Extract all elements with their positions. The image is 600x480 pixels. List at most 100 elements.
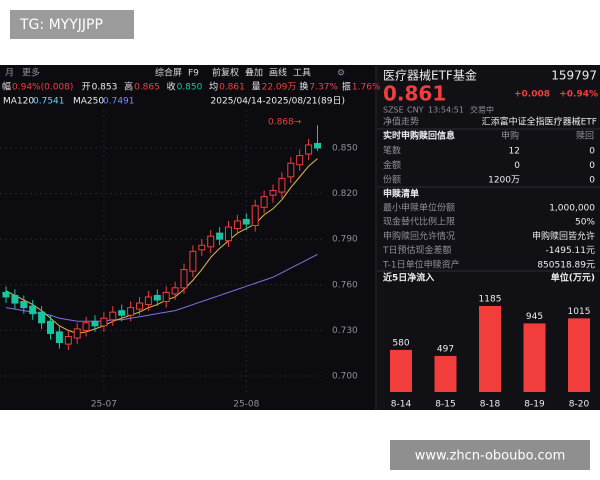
candle-body xyxy=(189,250,197,272)
candle-body xyxy=(64,335,72,345)
row-label: 笔数 xyxy=(383,145,401,157)
row-label: 金额 xyxy=(383,159,401,171)
candle-body xyxy=(11,294,19,304)
row-label: T日预估现金差额 xyxy=(382,244,452,256)
quote-value: 22.09万 xyxy=(262,83,297,93)
flow-bar xyxy=(523,323,546,392)
candle-body xyxy=(296,155,304,166)
candle-body xyxy=(242,218,250,225)
candle-body xyxy=(2,291,10,298)
quote-label: 振 xyxy=(342,81,351,93)
column-header: 赎回 xyxy=(576,130,594,142)
candle-body xyxy=(29,305,37,315)
toolbar-button[interactable]: 综合屏 xyxy=(155,67,182,79)
candle-body xyxy=(260,196,268,208)
candle-body xyxy=(109,311,117,321)
quote-label: 换 xyxy=(299,81,308,93)
status: 交易中 xyxy=(470,105,494,115)
x-tick-label: 25-07 xyxy=(91,400,117,410)
flow-date: 8-15 xyxy=(435,400,455,410)
high-annotation: 0.868→ xyxy=(268,118,302,128)
quote-value: 0.850 xyxy=(177,83,203,93)
candle-body xyxy=(136,302,143,310)
toolbar-button[interactable]: F9 xyxy=(188,69,199,79)
watermark-top: TG: MYYJJPP xyxy=(19,17,103,33)
ma-label: MA120 xyxy=(3,97,34,107)
candle-body xyxy=(118,310,126,316)
section-title: 实时申购赎回信息 xyxy=(383,130,455,142)
settings-icon[interactable]: ⚙ xyxy=(337,69,345,79)
toolbar-button[interactable]: 画线 xyxy=(269,67,287,79)
quote-label: 均 xyxy=(209,81,218,93)
toolbar-button[interactable]: 叠加 xyxy=(245,68,263,79)
nav-link[interactable]: 净值走势 xyxy=(383,116,419,128)
row-value: -1495.11元 xyxy=(546,246,595,256)
change: +0.008 xyxy=(514,90,550,100)
fund-name: 医疗器械ETF基金 xyxy=(383,68,477,83)
ma-value: 0.7541 xyxy=(33,97,65,107)
candle-body xyxy=(20,301,28,309)
watermark-bottom: www.zhcn-oboubo.com xyxy=(415,449,566,464)
quote-label: 高 xyxy=(124,81,133,93)
flow-date: 8-18 xyxy=(480,400,501,410)
flow-bar xyxy=(434,355,457,392)
section-title: 申赎清单 xyxy=(383,188,419,200)
row-value: 0 xyxy=(589,176,595,186)
candle-body xyxy=(251,205,259,227)
candle-body xyxy=(91,320,99,327)
y-tick-label: 0.850 xyxy=(332,144,358,154)
flow-bar xyxy=(568,318,590,392)
toolbar-button[interactable]: 工具 xyxy=(293,68,311,79)
candle-body xyxy=(55,331,63,344)
candle-body xyxy=(153,294,161,301)
status: 13:54:51 xyxy=(428,106,464,115)
candle-body xyxy=(269,190,277,196)
toolbar-button[interactable]: 前复权 xyxy=(212,67,239,79)
row-value: 1,000,000 xyxy=(549,204,595,214)
quote-value: 7.37% xyxy=(309,83,338,93)
row-value: 850518.89元 xyxy=(537,260,595,270)
price: 0.861 xyxy=(383,82,446,106)
y-tick-label: 0.820 xyxy=(332,189,358,199)
flow-value-label: 1185 xyxy=(479,295,502,305)
candle-body xyxy=(225,226,232,242)
flow-unit: 单位(万元) xyxy=(551,272,595,284)
ma-value: 0.7491 xyxy=(103,97,135,107)
flow-bar xyxy=(479,306,501,392)
flow-date: 8-19 xyxy=(524,400,545,410)
quote-label: 幅 xyxy=(2,81,11,93)
candle-body xyxy=(233,220,241,230)
row-value: 1200万 xyxy=(488,176,520,186)
y-tick-label: 0.790 xyxy=(332,235,358,245)
candle-body xyxy=(180,269,188,289)
candle-body xyxy=(216,232,224,240)
toolbar-tab[interactable]: 月 xyxy=(5,68,14,79)
flow-title: 近5日净流入 xyxy=(383,272,434,284)
candle-body xyxy=(82,322,90,331)
watermark-box xyxy=(390,440,590,470)
row-value: 50% xyxy=(575,218,595,228)
candle-body xyxy=(314,142,321,149)
y-tick-label: 0.700 xyxy=(332,372,358,382)
ma-label: MA250 xyxy=(73,97,104,107)
quote-value: 0.853 xyxy=(92,83,118,93)
quote-value: 0.865 xyxy=(134,83,160,93)
candle-body xyxy=(278,177,286,193)
x-tick-label: 25-08 xyxy=(233,400,259,410)
quote-label: 收 xyxy=(167,81,176,93)
row-value: 0 xyxy=(589,161,595,171)
fund-full-name: 汇添富中证全指医疗器械ETF xyxy=(482,116,597,128)
candle-body xyxy=(38,311,46,324)
candle-body xyxy=(171,287,179,295)
candle-body xyxy=(127,307,135,316)
status: CNY xyxy=(407,106,424,115)
flow-date: 8-14 xyxy=(391,400,412,410)
row-label: 最小申赎单位份额 xyxy=(383,202,455,214)
moving-average-line xyxy=(5,253,318,322)
flow-value-label: 1015 xyxy=(568,307,591,317)
quote-value: 0.94%(0.008) xyxy=(12,83,73,93)
row-value: 申购赎回皆允许 xyxy=(532,230,595,242)
toolbar-tab[interactable]: 更多 xyxy=(22,67,40,79)
flow-value-label: 580 xyxy=(392,338,409,348)
